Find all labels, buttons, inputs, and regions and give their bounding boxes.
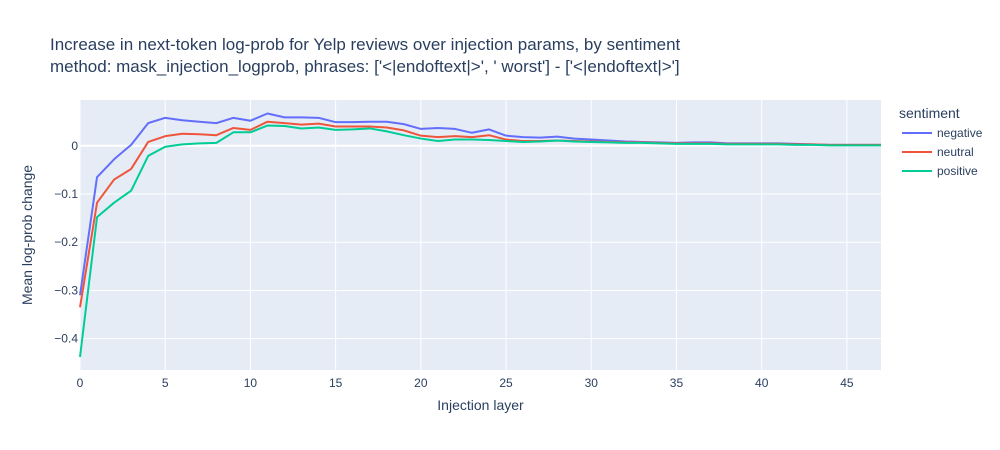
y-tick-label: −0.4 <box>54 332 78 346</box>
legend-item-neutral[interactable]: neutral <box>902 145 974 159</box>
x-tick-label: 30 <box>585 376 599 390</box>
y-axis-title: Mean log-prob change <box>19 165 35 305</box>
series-line-positive <box>79 124 881 358</box>
y-tick-label: −0.2 <box>54 235 78 249</box>
x-tick-label: 40 <box>755 376 769 390</box>
legend-item-positive[interactable]: positive <box>902 164 978 178</box>
y-tick-label: −0.1 <box>54 187 78 201</box>
x-tick-label: 15 <box>329 376 343 390</box>
legend-label: negative <box>937 126 983 140</box>
legend-item-negative[interactable]: negative <box>902 126 983 140</box>
y-tick-label: 0 <box>71 139 78 153</box>
x-tick-label: 10 <box>244 376 258 390</box>
x-axis-title: Injection layer <box>437 397 524 413</box>
chart-title-line2: method: mask_injection_logprob, phrases:… <box>50 57 680 76</box>
x-tick-label: 25 <box>499 376 513 390</box>
x-tick-label: 5 <box>162 376 169 390</box>
legend-title: sentiment <box>899 105 960 121</box>
legend-label: neutral <box>937 145 974 159</box>
chart-title-line1: Increase in next-token log-prob for Yelp… <box>50 35 681 54</box>
x-tick-label: 0 <box>77 376 84 390</box>
x-tick-label: 35 <box>670 376 684 390</box>
series-lines <box>79 112 881 358</box>
y-axis-ticks: 0 −0.1 −0.2 −0.3 −0.4 <box>54 139 78 346</box>
y-tick-label: −0.3 <box>54 283 78 297</box>
legend: sentiment negative neutral positive <box>899 105 983 178</box>
x-tick-label: 20 <box>414 376 428 390</box>
x-axis-ticks: 0 5 10 15 20 25 30 35 40 45 <box>77 376 854 390</box>
legend-label: positive <box>937 164 978 178</box>
x-tick-label: 45 <box>840 376 854 390</box>
